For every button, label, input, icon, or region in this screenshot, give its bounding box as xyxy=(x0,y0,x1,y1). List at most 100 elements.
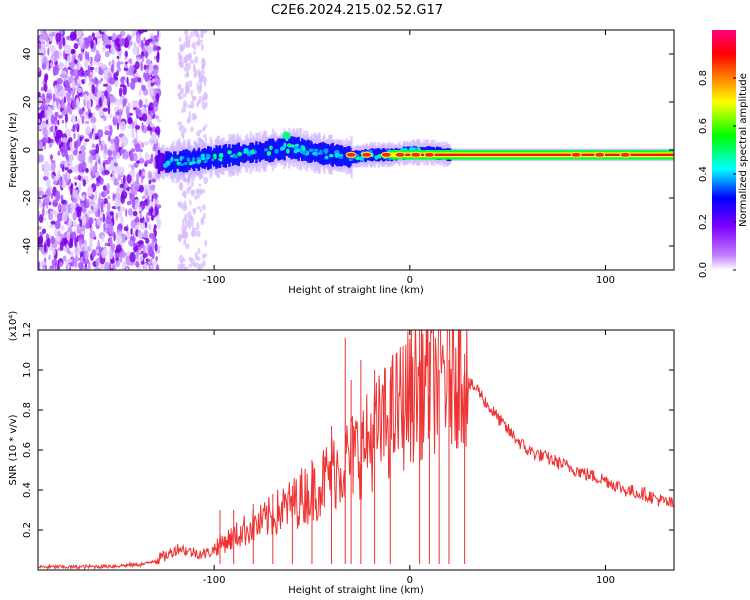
heatmap-cell xyxy=(113,181,120,186)
heatmap-cell xyxy=(104,261,110,270)
heatmap-cell xyxy=(146,65,150,70)
heatmap-cell xyxy=(150,206,154,213)
heatmap-cell xyxy=(104,143,108,155)
heatmap-cell xyxy=(185,87,190,94)
heatmap-cell xyxy=(153,55,157,60)
heatmap-cell xyxy=(73,68,78,77)
heatmap-cell xyxy=(118,108,124,113)
heatmap-cell xyxy=(201,57,205,63)
y-tick-label: 0 xyxy=(22,147,33,153)
y-tick-label: -20 xyxy=(22,190,33,206)
heatmap-cell xyxy=(250,150,255,155)
heatmap-cell xyxy=(85,126,91,135)
heatmap-cell xyxy=(218,152,224,158)
spectrogram-x-label: Height of straight line (km) xyxy=(288,285,424,296)
heatmap-cell xyxy=(109,145,115,152)
heatmap-cell xyxy=(313,148,319,152)
heatmap-cell xyxy=(150,178,156,183)
heatmap-cell xyxy=(77,87,82,94)
heatmap-cell xyxy=(103,198,108,205)
heatmap-cell xyxy=(119,83,126,88)
heatmap-cell xyxy=(122,139,129,147)
colorbar-tick-label: 0.0 xyxy=(698,262,709,278)
heatmap-cell xyxy=(324,155,329,160)
heatmap-cell xyxy=(105,39,112,45)
snr-spikes xyxy=(219,330,466,564)
heatmap-cell xyxy=(141,113,148,122)
heatmap-cell xyxy=(129,58,133,65)
heatmap-cell xyxy=(60,199,66,205)
heatmap-cell xyxy=(186,39,191,47)
heatmap-cell xyxy=(187,186,191,191)
heatmap-cell xyxy=(179,181,183,191)
heatmap-cell xyxy=(203,30,208,34)
heatmap-cell xyxy=(83,37,89,41)
heatmap-cell xyxy=(107,195,111,200)
heatmap-cell xyxy=(380,151,392,158)
heatmap-cell xyxy=(76,209,82,218)
heatmap-cell xyxy=(139,217,144,224)
heatmap-cell xyxy=(199,208,203,213)
heatmap-cell xyxy=(68,185,71,190)
heatmap-cell xyxy=(64,167,69,171)
heatmap-cell xyxy=(195,32,200,38)
heatmap-cell xyxy=(95,143,100,155)
x-tick-label: 100 xyxy=(596,275,615,286)
heatmap-cell xyxy=(359,156,364,161)
heatmap-cell xyxy=(148,179,152,185)
heatmap-cell xyxy=(144,98,148,104)
heatmap-cell xyxy=(133,242,136,248)
heatmap-cell xyxy=(125,267,129,270)
heatmap-cell xyxy=(192,208,197,212)
heatmap-cell xyxy=(64,159,68,168)
heatmap-cell xyxy=(201,43,204,47)
heatmap-cell xyxy=(92,130,96,141)
heatmap-cell xyxy=(109,125,113,136)
heatmap-cell xyxy=(227,150,232,155)
heatmap-cell xyxy=(70,116,76,124)
heatmap-cell xyxy=(79,198,83,205)
heatmap-cell xyxy=(148,232,155,239)
heatmap-cell xyxy=(108,61,111,67)
colorbar: 0.0 0.2 0.4 0.6 0.8 Normalized spectral ampl… xyxy=(698,30,749,278)
heatmap-cell xyxy=(138,30,145,34)
heatmap-cell xyxy=(59,163,64,169)
heatmap-cell xyxy=(154,200,160,205)
heatmap-cell xyxy=(82,206,86,214)
heatmap-cell xyxy=(201,62,205,71)
heatmap-cell xyxy=(81,115,85,125)
heatmap-cell xyxy=(196,230,201,238)
heatmap-cell xyxy=(183,161,188,165)
x-tick-label: 0 xyxy=(407,275,413,286)
heatmap-cell xyxy=(82,257,90,265)
heatmap-cell xyxy=(110,173,113,177)
heatmap-cell xyxy=(151,131,155,140)
heatmap-cell xyxy=(186,68,190,78)
heatmap-cell xyxy=(178,37,182,43)
heatmap-cell xyxy=(394,151,406,158)
heatmap-cell xyxy=(50,139,55,144)
heatmap-cell xyxy=(39,231,44,236)
heatmap-cell xyxy=(137,43,141,48)
heatmap-cell xyxy=(282,131,291,140)
heatmap-cell xyxy=(181,219,185,227)
heatmap-cell xyxy=(188,80,193,88)
heatmap-cell xyxy=(68,242,74,249)
heatmap-cell xyxy=(89,230,96,240)
heatmap-cell xyxy=(134,218,139,223)
heatmap-cell xyxy=(143,141,149,146)
heatmap-cell xyxy=(115,187,120,198)
heatmap-cell xyxy=(64,79,70,88)
heatmap-cell xyxy=(184,242,190,250)
heatmap-cell xyxy=(76,235,79,243)
heatmap-cell xyxy=(183,66,188,72)
heatmap-cell xyxy=(93,96,97,101)
heatmap-cell xyxy=(148,258,151,263)
heatmap-cell xyxy=(45,119,49,125)
heatmap-cell xyxy=(43,242,47,253)
heatmap-cell xyxy=(187,52,192,61)
heatmap-cell xyxy=(56,263,60,270)
heatmap-cell xyxy=(61,237,67,246)
heatmap-cell xyxy=(142,245,146,254)
